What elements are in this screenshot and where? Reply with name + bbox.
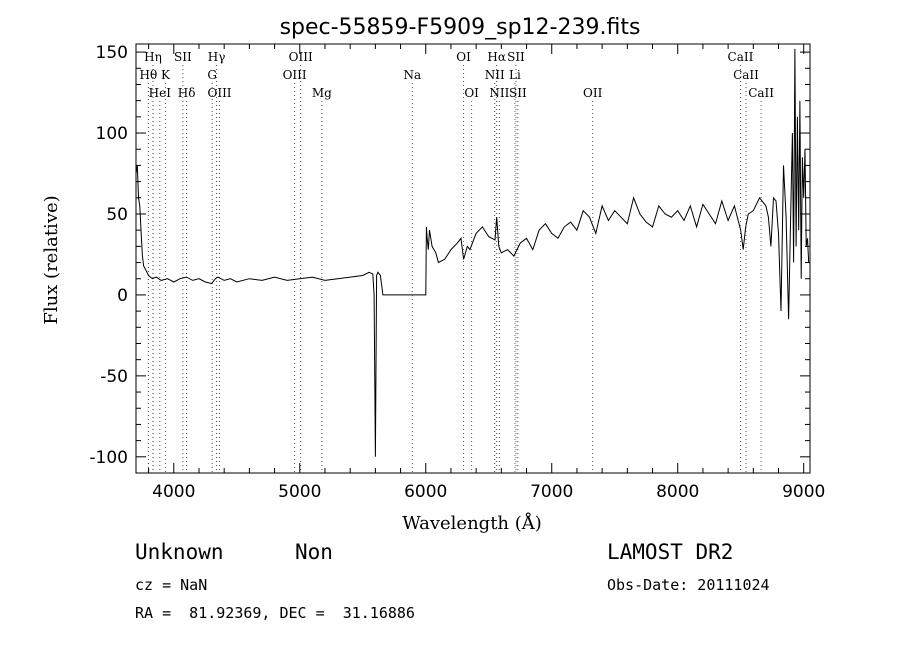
y-tick-label: 50 [106,205,128,225]
x-tick-label: 8000 [656,482,699,502]
class-label: Unknown [135,540,224,564]
series-layer [135,48,810,457]
spectral-line-label: CaII [728,50,754,64]
x-axis-label: Wavelength (Å) [402,512,542,534]
plot-frame [135,43,811,474]
y-tick-label: 150 [96,43,128,63]
spectral-line-label: SII [507,50,525,64]
y-tick-label: 100 [96,124,128,144]
spectral-line-label: OIII [207,86,231,100]
spectral-line-label: OII [583,86,603,100]
spectral-line-label: Hθ [139,68,157,82]
cz-label: cz = NaN [135,576,208,594]
survey-label: LAMOST DR2 [607,540,734,564]
chart-title: spec-55859-F5909_sp12-239.fits [280,15,641,40]
spectral-line-label: SII [509,86,527,100]
x-tick-label: 5000 [278,482,321,502]
spectral-line-label: OI [456,50,471,64]
axes-layer: 4000 5000 6000 7000 8000 9000 -100 -50 0 50 100 150 [89,43,825,502]
spectral-line-label: Na [403,68,421,82]
y-tick-label: -100 [89,448,128,468]
x-tick-label: 4000 [152,482,195,502]
x-tick-label: 9000 [782,482,825,502]
spectral-line-label: NII [489,86,509,100]
series-line [135,48,810,457]
spectral-line-label: OI [464,86,479,100]
spectral-line-label: K [161,68,171,82]
spectral-line-label: Hδ [178,86,196,100]
spectral-line-label: CaII [733,68,759,82]
spectral-line-label: Li [509,68,521,82]
y-tick-label: -50 [100,367,128,387]
spectral-line-label: OIII [289,50,313,64]
spectral-line-label: G [207,68,217,82]
y-axis-label: Flux (relative) [41,195,62,324]
spectral-line-label: Hα [487,50,506,64]
spectral-line-label: Mg [312,86,332,100]
coords-label: RA = 81.92369, DEC = 31.16886 [135,604,415,622]
spectral-line-label: CaII [748,86,774,100]
y-tick-label: 0 [117,286,128,306]
spectral-line-label: HeI [149,86,172,100]
spectral-line-label: Hη [144,50,162,64]
spectral-line-label: OIII [283,68,307,82]
spectral-line-label: Hγ [208,50,226,64]
spectral-line-label: NII [485,68,505,82]
subclass-label: Non [295,540,333,564]
spectral-line-label: SII [174,50,192,64]
x-tick-label: 6000 [404,482,447,502]
obs-date-label: Obs-Date: 20111024 [607,576,770,594]
x-tick-label: 7000 [530,482,573,502]
